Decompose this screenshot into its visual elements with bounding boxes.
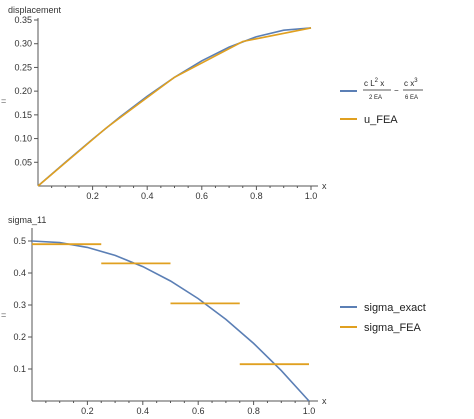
series-line-1-0: [37, 27, 312, 187]
y-tick-label-1-0: 0.05: [14, 157, 32, 167]
y-tick-label-1-2: 0.15: [14, 110, 32, 120]
y-tick-label-1-3: 0.20: [14, 86, 32, 96]
series-line-1-1: [37, 27, 312, 187]
legend-1-num-a-tail: x: [378, 79, 384, 88]
x-tick-label-1-3: 0.8: [250, 191, 263, 201]
y-axis-label-2: sigma_11: [8, 215, 46, 225]
displacement-chart: = displacement x 0.2 0.4 0.6 0.8 1.0 0.05 0.10…: [1, 5, 423, 201]
legend-1-den-b: 6 EA: [405, 95, 418, 101]
legend-2: sigma_exact sigma_FEA: [340, 302, 426, 334]
stress-chart: = sigma_11 x 0.2 0.4 0.6 0.8 1.0 0.1 0.2 0.3 0.4…: [1, 215, 426, 416]
legend-2-fea-label: sigma_FEA: [364, 322, 422, 334]
x-tick-label-2-2: 0.6: [192, 406, 205, 416]
legend-1-fea-label: u_FEA: [364, 114, 398, 126]
x-axis-label-2: x: [322, 396, 327, 406]
legend-1-den-a: 2 EA: [369, 95, 382, 101]
y-tick-label-2-4: 0.5: [13, 236, 26, 246]
y-tick-label-1-1: 0.10: [14, 134, 32, 144]
x-axis-label-1: x: [322, 181, 327, 191]
legend-1-num-b: c x: [404, 79, 414, 88]
legend-1-minus: −: [394, 86, 399, 95]
side-mark-2: =: [1, 310, 6, 320]
side-mark-1: =: [1, 96, 6, 106]
svg-text:c L2 x: c L2 x: [364, 78, 384, 88]
legend-1-num-b-sup: 3: [414, 78, 418, 84]
x-tick-label-1-1: 0.4: [141, 191, 154, 201]
x-tick-label-2-1: 0.4: [137, 406, 150, 416]
series-line-2-0: [31, 240, 310, 402]
x-tick-label-2-4: 1.0: [303, 406, 316, 416]
x-tick-label-1-0: 0.2: [86, 191, 99, 201]
legend-1: c L2 x 2 EA − c x3 6 EA u_FEA: [340, 78, 423, 126]
y-tick-label-1-4: 0.25: [14, 62, 32, 72]
legend-1-curve-formula: c L2 x 2 EA − c x3 6 EA: [363, 78, 423, 101]
x-tick-label-1-2: 0.6: [196, 191, 209, 201]
legend-1-num-a-sup: 2: [375, 78, 379, 84]
y-tick-label-2-3: 0.4: [13, 268, 26, 278]
ticks-2: 0.2 0.4 0.6 0.8 1.0 0.1 0.2 0.3 0.4 0.5: [13, 236, 315, 416]
y-tick-label-1-5: 0.30: [14, 39, 32, 49]
series-2: [31, 240, 310, 402]
x-tick-label-2-0: 0.2: [81, 406, 94, 416]
svg-text:c x3: c x3: [404, 78, 418, 88]
y-tick-label-2-1: 0.2: [13, 332, 26, 342]
legend-1-num-a: c L: [364, 79, 375, 88]
x-tick-label-2-3: 0.8: [247, 406, 260, 416]
series-1: [37, 27, 312, 187]
ticks-1: 0.2 0.4 0.6 0.8 1.0 0.05 0.10 0.15 0.20 0.25 0.30 0…: [14, 15, 317, 201]
y-tick-label-2-2: 0.3: [13, 300, 26, 310]
x-tick-label-1-4: 1.0: [305, 191, 318, 201]
y-tick-label-2-0: 0.1: [13, 364, 26, 374]
y-axis-label-1: displacement: [8, 5, 62, 15]
y-tick-label-1-6: 0.35: [14, 15, 32, 25]
legend-2-exact-label: sigma_exact: [364, 302, 426, 314]
